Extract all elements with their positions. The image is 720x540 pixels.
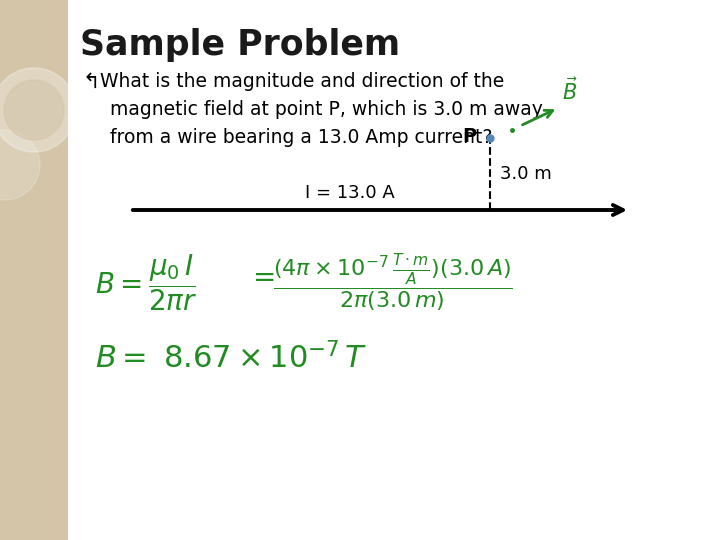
Circle shape: [4, 80, 64, 140]
Text: I = 13.0 A: I = 13.0 A: [305, 184, 395, 202]
Text: magnetic field at point P, which is 3.0 m away: magnetic field at point P, which is 3.0 …: [110, 100, 543, 119]
FancyBboxPatch shape: [0, 0, 68, 540]
Circle shape: [0, 68, 76, 152]
Text: $\dfrac{(4\pi \times 10^{-7}\,\frac{T \cdot m}{A})(3.0\,A)}{2\pi(3.0\,m)}$: $\dfrac{(4\pi \times 10^{-7}\,\frac{T \c…: [273, 252, 513, 313]
Text: ↰: ↰: [82, 72, 99, 92]
Text: 3.0 m: 3.0 m: [500, 165, 552, 183]
Circle shape: [0, 130, 40, 200]
Text: $\vec{B}$: $\vec{B}$: [562, 77, 578, 104]
Text: Sample Problem: Sample Problem: [80, 28, 400, 62]
Text: from a wire bearing a 13.0 Amp current?: from a wire bearing a 13.0 Amp current?: [110, 128, 492, 147]
Text: $B = \dfrac{\mu_0\, I}{2\pi r}$: $B = \dfrac{\mu_0\, I}{2\pi r}$: [95, 252, 197, 313]
Text: What is the magnitude and direction of the: What is the magnitude and direction of t…: [100, 72, 504, 91]
Text: P: P: [462, 126, 476, 145]
Text: $=$: $=$: [247, 262, 275, 290]
Text: $B = \ 8.67 \times 10^{-7}\,T$: $B = \ 8.67 \times 10^{-7}\,T$: [95, 342, 368, 375]
